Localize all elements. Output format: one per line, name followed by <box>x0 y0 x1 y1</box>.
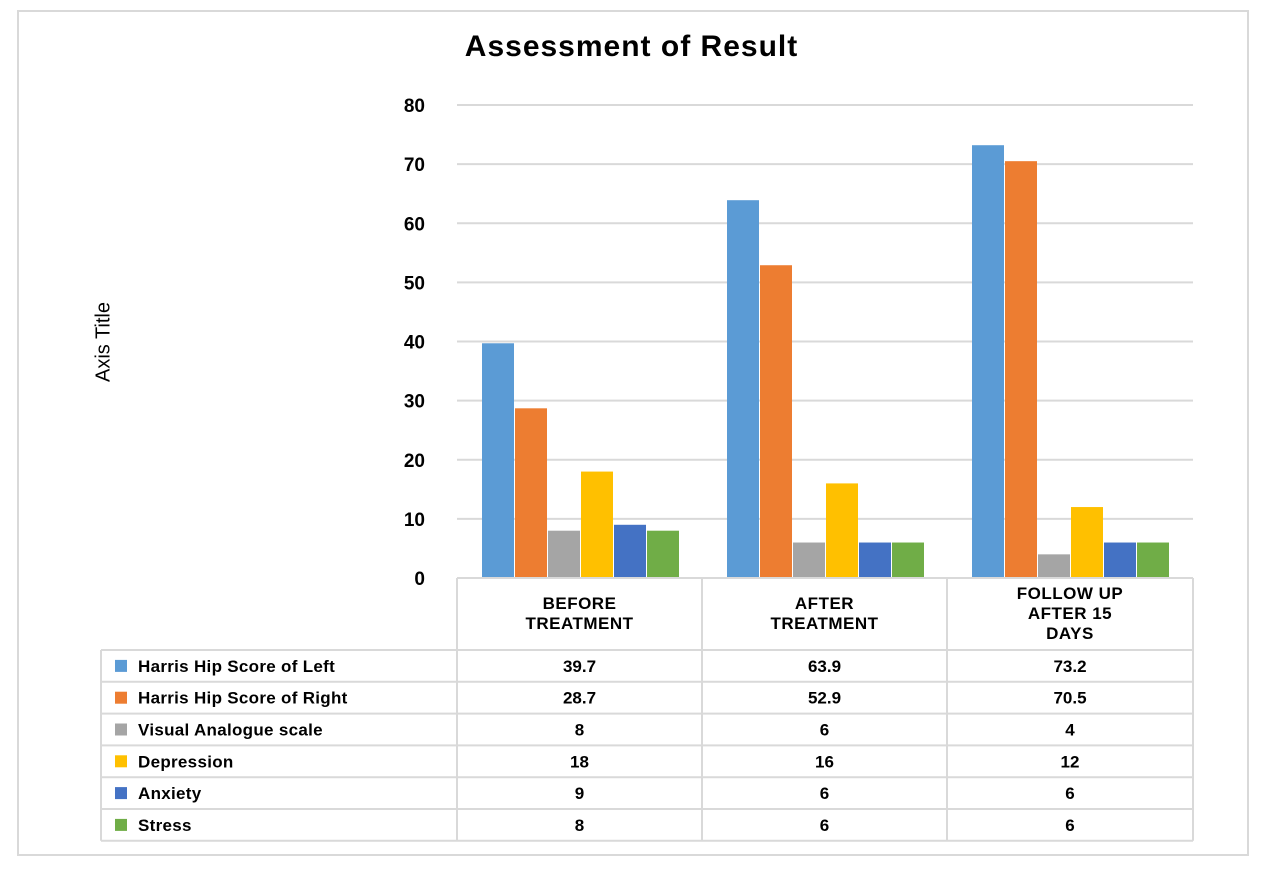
y-tick-label: 0 <box>414 569 425 590</box>
bar <box>972 145 1004 578</box>
bar <box>647 530 679 578</box>
legend-entry: Harris Hip Score of Right <box>138 689 348 708</box>
table-cell-value: 18 <box>570 752 589 771</box>
table-cell-value: 8 <box>575 816 584 835</box>
x-category-label: AFTER <box>795 594 854 613</box>
legend-entry: Visual Analogue scale <box>138 721 323 740</box>
bar <box>727 200 759 578</box>
x-category-label: TREATMENT <box>770 614 878 633</box>
bar <box>548 530 580 578</box>
bar <box>482 343 514 578</box>
table-cell-value: 6 <box>820 816 829 835</box>
bar <box>614 524 646 578</box>
bar <box>515 408 547 578</box>
x-category-label: AFTER 15 <box>1028 604 1112 623</box>
legend-entry: Stress <box>138 816 192 835</box>
chart-frame <box>17 10 1249 856</box>
x-category-label: FOLLOW UP <box>1017 584 1123 603</box>
bar <box>1104 542 1136 578</box>
chart-title: Assessment of Result <box>464 30 799 63</box>
y-tick-labels: 0 10 20 30 40 50 60 70 80 <box>404 96 425 590</box>
y-tick-label: 50 <box>404 273 425 294</box>
bar <box>859 542 891 578</box>
y-tick-label: 60 <box>404 214 425 235</box>
y-tick-label: 40 <box>404 333 425 354</box>
bars <box>482 145 1169 578</box>
table-cell-value: 63.9 <box>808 657 841 676</box>
bar <box>581 471 613 578</box>
legend-entry: Depression <box>138 752 234 771</box>
table-cell-value: 6 <box>820 784 829 803</box>
table-cell-value: 4 <box>1065 721 1075 740</box>
table-cell-value: 8 <box>575 721 584 740</box>
table-cell-value: 52.9 <box>808 689 841 708</box>
table-cell-value: 6 <box>1065 816 1074 835</box>
legend-swatch <box>115 723 127 736</box>
y-tick-label: 20 <box>404 451 425 472</box>
bar <box>1137 542 1169 578</box>
legend-swatch <box>115 659 127 672</box>
legend-entry: Harris Hip Score of Left <box>138 657 335 676</box>
y-tick-label: 80 <box>404 96 425 117</box>
y-tick-label: 10 <box>404 510 425 531</box>
table-cell-value: 16 <box>815 752 834 771</box>
table-cell-value: 70.5 <box>1053 689 1086 708</box>
table-cell-value: 9 <box>575 784 584 803</box>
x-category-label: DAYS <box>1046 624 1094 643</box>
bar <box>793 542 825 578</box>
bar <box>826 483 858 578</box>
bar <box>892 542 924 578</box>
legend-entry: Anxiety <box>138 784 202 803</box>
x-category-label: TREATMENT <box>525 614 633 633</box>
legend-swatch <box>115 755 127 768</box>
legend-swatch <box>115 787 127 800</box>
table-cell-value: 12 <box>1061 752 1080 771</box>
bar <box>1005 161 1037 578</box>
legend-swatch <box>115 691 127 704</box>
table-cell-value: 6 <box>1065 784 1074 803</box>
bar <box>1038 554 1070 578</box>
y-tick-label: 30 <box>404 392 425 413</box>
bar <box>1071 507 1103 578</box>
bar <box>760 265 792 578</box>
x-category-label: BEFORE <box>543 594 617 613</box>
table-cell-value: 73.2 <box>1053 657 1086 676</box>
table-cell-value: 39.7 <box>563 657 596 676</box>
legend-swatch <box>115 818 127 831</box>
y-tick-label: 70 <box>404 155 425 176</box>
table-cell-value: 28.7 <box>563 689 596 708</box>
table-cell-value: 6 <box>820 721 829 740</box>
gridlines <box>457 104 1193 520</box>
